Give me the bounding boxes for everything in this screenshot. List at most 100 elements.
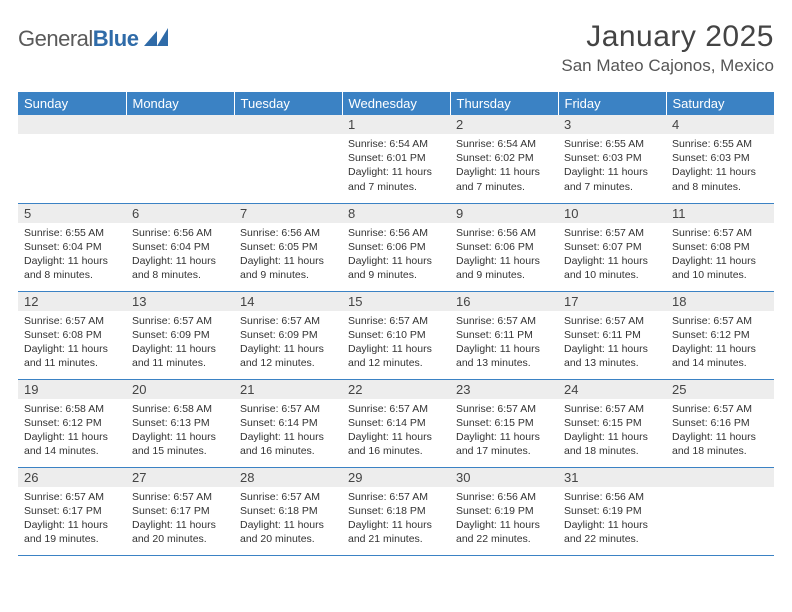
calendar-cell: 1Sunrise: 6:54 AMSunset: 6:01 PMDaylight… <box>342 115 450 203</box>
day-number: 23 <box>450 380 558 399</box>
weekday-header: Thursday <box>450 92 558 115</box>
sunrise-text: Sunrise: 6:55 AM <box>24 226 120 240</box>
calendar-cell: 9Sunrise: 6:56 AMSunset: 6:06 PMDaylight… <box>450 203 558 291</box>
day-number <box>126 115 234 134</box>
sunrise-text: Sunrise: 6:55 AM <box>564 137 660 151</box>
sunset-text: Sunset: 6:19 PM <box>456 504 552 518</box>
sunset-text: Sunset: 6:04 PM <box>132 240 228 254</box>
sunrise-text: Sunrise: 6:56 AM <box>132 226 228 240</box>
daylight-text: Daylight: 11 hours and 10 minutes. <box>672 254 768 282</box>
sunset-text: Sunset: 6:18 PM <box>240 504 336 518</box>
day-content: Sunrise: 6:57 AMSunset: 6:11 PMDaylight:… <box>558 311 666 375</box>
day-content: Sunrise: 6:57 AMSunset: 6:16 PMDaylight:… <box>666 399 774 463</box>
sunrise-text: Sunrise: 6:54 AM <box>456 137 552 151</box>
sunset-text: Sunset: 6:09 PM <box>132 328 228 342</box>
day-number: 12 <box>18 292 126 311</box>
calendar-cell: 27Sunrise: 6:57 AMSunset: 6:17 PMDayligh… <box>126 467 234 555</box>
weekday-header: Monday <box>126 92 234 115</box>
daylight-text: Daylight: 11 hours and 22 minutes. <box>456 518 552 546</box>
day-number: 3 <box>558 115 666 134</box>
day-content: Sunrise: 6:55 AMSunset: 6:04 PMDaylight:… <box>18 223 126 287</box>
calendar-cell <box>234 115 342 203</box>
calendar-cell: 21Sunrise: 6:57 AMSunset: 6:14 PMDayligh… <box>234 379 342 467</box>
day-content: Sunrise: 6:57 AMSunset: 6:11 PMDaylight:… <box>450 311 558 375</box>
calendar-cell: 5Sunrise: 6:55 AMSunset: 6:04 PMDaylight… <box>18 203 126 291</box>
day-content: Sunrise: 6:57 AMSunset: 6:17 PMDaylight:… <box>126 487 234 551</box>
sunset-text: Sunset: 6:05 PM <box>240 240 336 254</box>
calendar-cell <box>18 115 126 203</box>
day-number: 22 <box>342 380 450 399</box>
daylight-text: Daylight: 11 hours and 19 minutes. <box>24 518 120 546</box>
sunset-text: Sunset: 6:08 PM <box>672 240 768 254</box>
daylight-text: Daylight: 11 hours and 8 minutes. <box>132 254 228 282</box>
daylight-text: Daylight: 11 hours and 8 minutes. <box>672 165 768 193</box>
daylight-text: Daylight: 11 hours and 16 minutes. <box>348 430 444 458</box>
day-content: Sunrise: 6:57 AMSunset: 6:15 PMDaylight:… <box>558 399 666 463</box>
day-content: Sunrise: 6:56 AMSunset: 6:05 PMDaylight:… <box>234 223 342 287</box>
day-number <box>18 115 126 134</box>
daylight-text: Daylight: 11 hours and 7 minutes. <box>564 165 660 193</box>
sunset-text: Sunset: 6:18 PM <box>348 504 444 518</box>
day-content: Sunrise: 6:56 AMSunset: 6:19 PMDaylight:… <box>558 487 666 551</box>
day-content: Sunrise: 6:57 AMSunset: 6:17 PMDaylight:… <box>18 487 126 551</box>
day-content: Sunrise: 6:57 AMSunset: 6:08 PMDaylight:… <box>18 311 126 375</box>
calendar-cell: 24Sunrise: 6:57 AMSunset: 6:15 PMDayligh… <box>558 379 666 467</box>
calendar-cell: 2Sunrise: 6:54 AMSunset: 6:02 PMDaylight… <box>450 115 558 203</box>
sunset-text: Sunset: 6:14 PM <box>240 416 336 430</box>
day-number: 8 <box>342 204 450 223</box>
calendar-cell <box>666 467 774 555</box>
day-number: 11 <box>666 204 774 223</box>
daylight-text: Daylight: 11 hours and 8 minutes. <box>24 254 120 282</box>
sunrise-text: Sunrise: 6:57 AM <box>564 402 660 416</box>
calendar-cell: 10Sunrise: 6:57 AMSunset: 6:07 PMDayligh… <box>558 203 666 291</box>
day-number: 2 <box>450 115 558 134</box>
sunrise-text: Sunrise: 6:56 AM <box>456 226 552 240</box>
sunrise-text: Sunrise: 6:58 AM <box>24 402 120 416</box>
day-content: Sunrise: 6:57 AMSunset: 6:10 PMDaylight:… <box>342 311 450 375</box>
day-content: Sunrise: 6:57 AMSunset: 6:09 PMDaylight:… <box>126 311 234 375</box>
day-number: 14 <box>234 292 342 311</box>
sunrise-text: Sunrise: 6:57 AM <box>348 314 444 328</box>
day-number: 25 <box>666 380 774 399</box>
calendar-cell: 11Sunrise: 6:57 AMSunset: 6:08 PMDayligh… <box>666 203 774 291</box>
sunrise-text: Sunrise: 6:57 AM <box>240 314 336 328</box>
sunrise-text: Sunrise: 6:55 AM <box>672 137 768 151</box>
day-number: 6 <box>126 204 234 223</box>
sunrise-text: Sunrise: 6:57 AM <box>348 490 444 504</box>
sunrise-text: Sunrise: 6:57 AM <box>24 314 120 328</box>
daylight-text: Daylight: 11 hours and 11 minutes. <box>132 342 228 370</box>
calendar-cell: 28Sunrise: 6:57 AMSunset: 6:18 PMDayligh… <box>234 467 342 555</box>
day-number: 29 <box>342 468 450 487</box>
day-content: Sunrise: 6:57 AMSunset: 6:15 PMDaylight:… <box>450 399 558 463</box>
sunset-text: Sunset: 6:17 PM <box>24 504 120 518</box>
sunrise-text: Sunrise: 6:57 AM <box>672 314 768 328</box>
logo-text: GeneralBlue <box>18 26 138 52</box>
day-number: 30 <box>450 468 558 487</box>
title-block: January 2025 San Mateo Cajonos, Mexico <box>561 20 774 76</box>
weekday-header: Friday <box>558 92 666 115</box>
sunset-text: Sunset: 6:02 PM <box>456 151 552 165</box>
sunset-text: Sunset: 6:12 PM <box>672 328 768 342</box>
sunrise-text: Sunrise: 6:57 AM <box>456 314 552 328</box>
calendar-table: Sunday Monday Tuesday Wednesday Thursday… <box>18 92 774 556</box>
day-number: 1 <box>342 115 450 134</box>
sunset-text: Sunset: 6:07 PM <box>564 240 660 254</box>
day-content: Sunrise: 6:57 AMSunset: 6:12 PMDaylight:… <box>666 311 774 375</box>
sunset-text: Sunset: 6:15 PM <box>456 416 552 430</box>
day-number: 17 <box>558 292 666 311</box>
sunset-text: Sunset: 6:03 PM <box>564 151 660 165</box>
daylight-text: Daylight: 11 hours and 13 minutes. <box>564 342 660 370</box>
calendar-cell: 16Sunrise: 6:57 AMSunset: 6:11 PMDayligh… <box>450 291 558 379</box>
daylight-text: Daylight: 11 hours and 18 minutes. <box>672 430 768 458</box>
sunset-text: Sunset: 6:09 PM <box>240 328 336 342</box>
daylight-text: Daylight: 11 hours and 13 minutes. <box>456 342 552 370</box>
calendar-row: 1Sunrise: 6:54 AMSunset: 6:01 PMDaylight… <box>18 115 774 203</box>
weekday-header: Tuesday <box>234 92 342 115</box>
header: GeneralBlue January 2025 San Mateo Cajon… <box>18 20 774 76</box>
sunrise-text: Sunrise: 6:56 AM <box>240 226 336 240</box>
weekday-header: Wednesday <box>342 92 450 115</box>
daylight-text: Daylight: 11 hours and 16 minutes. <box>240 430 336 458</box>
daylight-text: Daylight: 11 hours and 18 minutes. <box>564 430 660 458</box>
daylight-text: Daylight: 11 hours and 10 minutes. <box>564 254 660 282</box>
daylight-text: Daylight: 11 hours and 14 minutes. <box>672 342 768 370</box>
